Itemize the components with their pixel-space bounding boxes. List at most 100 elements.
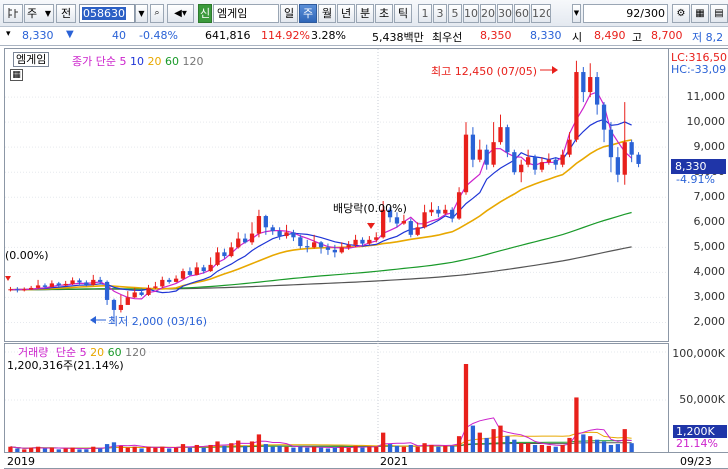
price-legend: 종가 단순 5 10 20 60 120 (72, 53, 203, 69)
candle-body (277, 231, 282, 237)
quote-bar: ▾ 8,330 ▼ 40 -0.48% 641,816 114.92% 3.28… (0, 27, 728, 46)
ex-dividend-annotation: 배당락(0.00%) (333, 202, 407, 215)
data-count-field[interactable]: 92/300 (583, 4, 668, 23)
volume-bar (29, 447, 34, 452)
open-price: 8,490 (594, 29, 626, 42)
interval-tab-120[interactable]: 120 (531, 4, 551, 23)
candle-body (360, 239, 365, 244)
volume-bar (56, 449, 61, 452)
volume-bar (629, 443, 634, 452)
grid-icon[interactable]: ▦ (691, 4, 709, 23)
interval-dropdown-button[interactable]: ▼ (572, 4, 581, 23)
volume-bar (77, 449, 82, 452)
low-annotation: 최저 2,000 (03/16) (108, 315, 208, 328)
period-tab-2[interactable]: 월 (318, 4, 336, 23)
candle-body (622, 142, 627, 175)
candle-body (470, 134, 476, 160)
volume-bar (387, 444, 393, 452)
market-select[interactable]: 주 ▼ (24, 4, 54, 23)
candle-body (505, 127, 510, 153)
volume-bar (104, 444, 110, 452)
candle-body (387, 209, 393, 218)
volume-bar (118, 445, 124, 452)
price-tick-label: 4,000 (693, 265, 726, 279)
interval-tab-10[interactable]: 10 (463, 4, 479, 23)
candle-body (581, 72, 586, 93)
prev-button[interactable]: 전 (56, 4, 76, 23)
volume-bar (22, 449, 27, 452)
volume-bar (187, 447, 193, 452)
volume-bar (381, 432, 386, 452)
volume-bar (601, 441, 607, 452)
legend-ma120: 120 (182, 55, 204, 68)
candle-body (153, 286, 158, 288)
period-tab-6[interactable]: 틱 (394, 4, 412, 23)
candle-body (249, 233, 255, 243)
candle-body (104, 281, 110, 300)
volume-bar (422, 443, 427, 452)
volume-bar (125, 447, 130, 452)
candle-body (415, 227, 420, 235)
period-tab-0[interactable]: 일 (280, 4, 298, 23)
interval-tab-1[interactable]: 1 (418, 4, 432, 23)
volume-bar (194, 444, 199, 452)
stock-code-input[interactable]: 058630 (79, 4, 135, 23)
new-listing-badge: 신 (198, 4, 212, 23)
candle-body (56, 283, 61, 286)
candle-body (539, 162, 545, 170)
volume-bar (332, 447, 337, 452)
volume-value: 1,200,316주(21.14%) (7, 359, 124, 372)
volume-bar (512, 439, 517, 452)
price-tick-label: 11,000 (686, 90, 726, 104)
table-icon[interactable]: ▦ (10, 69, 23, 81)
volume-pane[interactable] (4, 343, 669, 453)
interval-tab-3[interactable]: 3 (433, 4, 447, 23)
candle-body (173, 278, 179, 282)
current-volume-tag: 1,200K (673, 425, 727, 438)
best-bid: 8,330 (530, 29, 562, 42)
price-scale[interactable] (669, 48, 728, 453)
ma-line-60 (10, 211, 632, 291)
price-pane-title[interactable]: 엠게임 (13, 52, 50, 67)
high-price: 8,700 (651, 29, 683, 42)
code-dropdown-button[interactable]: ▼ (135, 4, 148, 23)
candle-body (443, 209, 448, 214)
volume-bar (84, 449, 89, 452)
candle-body (325, 247, 331, 250)
period-tab-5[interactable]: 초 (375, 4, 393, 23)
candle-body (146, 287, 151, 295)
interval-tab-20[interactable]: 20 (480, 4, 496, 23)
period-tab-4[interactable]: 분 (356, 4, 374, 23)
period-tab-1[interactable]: 주 (299, 4, 317, 23)
settings-icon[interactable]: ⚙ (672, 4, 690, 23)
stock-name-field[interactable]: 엠게임 (213, 4, 279, 23)
market-select-label: 주 (27, 7, 38, 20)
volume-toggle-button[interactable]: ◀▾ (167, 4, 194, 23)
volume-legend: 거래량 단순 5 20 60 120 (18, 344, 146, 360)
quote-volume-ratio: 114.92% (261, 29, 310, 42)
search-button[interactable]: ⌕ (150, 4, 164, 23)
candle-body (484, 149, 489, 165)
vol-tick-100000k: 100,000K (672, 347, 725, 360)
candle-body (118, 304, 124, 310)
price-tick-label: 5,000 (693, 240, 726, 254)
candle-body (422, 212, 427, 228)
best-quote-label: 최우선 (432, 31, 463, 44)
interval-tab-30[interactable]: 30 (497, 4, 513, 23)
price-tick-label: 7,000 (693, 190, 726, 204)
interval-tab-5[interactable]: 5 (448, 4, 462, 23)
interval-tab-60[interactable]: 60 (514, 4, 530, 23)
candle-body (167, 279, 172, 282)
price-tick-label: 9,000 (693, 140, 726, 154)
dropdown-icon[interactable]: ▾ (6, 29, 11, 39)
period-tab-3[interactable]: 년 (337, 4, 355, 23)
volume-bar (622, 429, 627, 452)
candle-body (401, 221, 407, 224)
volume-bar (229, 443, 234, 452)
high-arrow-icon (552, 66, 558, 74)
x-label-end: 09/23 (680, 455, 712, 468)
candle-body (236, 238, 241, 248)
price-pane[interactable] (4, 48, 669, 342)
volume-bar (215, 441, 220, 452)
chart-type-icon[interactable] (3, 4, 23, 23)
